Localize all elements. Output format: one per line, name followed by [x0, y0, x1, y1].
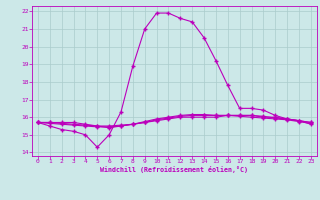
X-axis label: Windchill (Refroidissement éolien,°C): Windchill (Refroidissement éolien,°C) — [100, 166, 248, 173]
